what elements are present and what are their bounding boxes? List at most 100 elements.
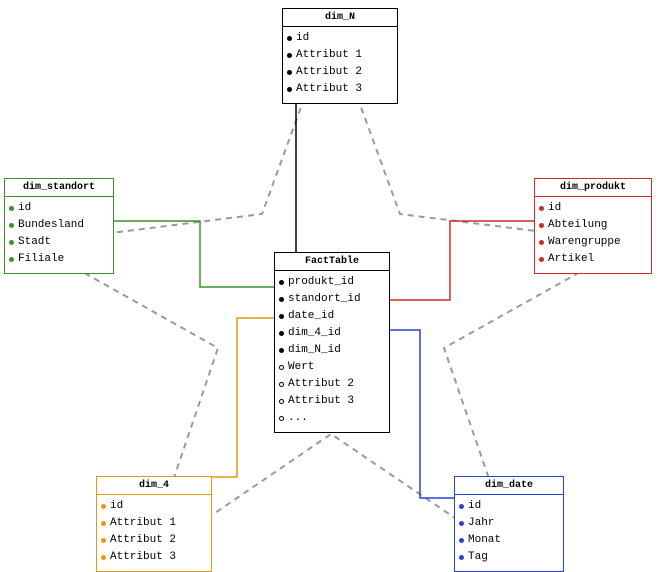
table-row: Tag <box>459 549 559 566</box>
attr-label: Attribut 3 <box>296 81 362 98</box>
attr-label: produkt_id <box>288 274 354 291</box>
bullet-icon <box>459 504 464 509</box>
table-row: Attribut 3 <box>287 81 393 98</box>
table-row: date_id <box>279 308 385 325</box>
table-row: id <box>287 30 393 47</box>
bullet-icon <box>101 504 106 509</box>
table-body: idAbteilungWarengruppeArtikel <box>535 197 651 273</box>
attr-label: ... <box>288 410 308 427</box>
bullet-icon <box>101 538 106 543</box>
bullet-icon <box>279 365 284 370</box>
table-row: Stadt <box>9 234 109 251</box>
bullet-icon <box>287 53 292 58</box>
attr-label: id <box>548 200 561 217</box>
table-row: Warengruppe <box>539 234 647 251</box>
attr-label: Bundesland <box>18 217 84 234</box>
bullet-icon <box>287 70 292 75</box>
attr-label: Artikel <box>548 251 594 268</box>
attr-label: dim_4_id <box>288 325 341 342</box>
table-row: Artikel <box>539 251 647 268</box>
table-dim_produkt: dim_produktidAbteilungWarengruppeArtikel <box>534 178 652 274</box>
table-row: id <box>9 200 109 217</box>
table-title: dim_N <box>283 9 397 27</box>
bullet-icon <box>539 257 544 262</box>
bullet-icon <box>9 240 14 245</box>
table-row: Wert <box>279 359 385 376</box>
table-body: idBundeslandStadtFiliale <box>5 197 113 273</box>
attr-label: Abteilung <box>548 217 607 234</box>
attr-label: id <box>296 30 309 47</box>
attr-label: id <box>468 498 481 515</box>
attr-label: Monat <box>468 532 501 549</box>
table-dim_N: dim_NidAttribut 1Attribut 2Attribut 3 <box>282 8 398 104</box>
table-row: dim_N_id <box>279 342 385 359</box>
table-FactTable: FactTableprodukt_idstandort_iddate_iddim… <box>274 252 390 433</box>
table-row: ... <box>279 410 385 427</box>
table-row: Attribut 2 <box>279 376 385 393</box>
table-title: dim_4 <box>97 477 211 495</box>
bullet-icon <box>287 87 292 92</box>
bullet-icon <box>279 314 284 319</box>
bullet-icon <box>279 297 284 302</box>
bullet-icon <box>279 416 284 421</box>
attr-label: dim_N_id <box>288 342 341 359</box>
table-dim_date: dim_dateidJahrMonatTag <box>454 476 564 572</box>
table-row: Attribut 3 <box>101 549 207 566</box>
table-body: idJahrMonatTag <box>455 495 563 571</box>
bullet-icon <box>539 240 544 245</box>
table-row: standort_id <box>279 291 385 308</box>
table-row: Attribut 3 <box>279 393 385 410</box>
bullet-icon <box>279 348 284 353</box>
bullet-icon <box>287 36 292 41</box>
table-row: id <box>539 200 647 217</box>
table-title: dim_standort <box>5 179 113 197</box>
table-title: dim_date <box>455 477 563 495</box>
bullet-icon <box>101 521 106 526</box>
attr-label: Attribut 2 <box>296 64 362 81</box>
table-title: dim_produkt <box>535 179 651 197</box>
table-row: Attribut 2 <box>287 64 393 81</box>
bullet-icon <box>459 521 464 526</box>
table-row: Monat <box>459 532 559 549</box>
table-row: Filiale <box>9 251 109 268</box>
table-body: produkt_idstandort_iddate_iddim_4_iddim_… <box>275 271 389 432</box>
attr-label: id <box>110 498 123 515</box>
table-dim_standort: dim_standortidBundeslandStadtFiliale <box>4 178 114 274</box>
attr-label: Attribut 2 <box>288 376 354 393</box>
attr-label: Attribut 1 <box>296 47 362 64</box>
diagram-root: dim_NidAttribut 1Attribut 2Attribut 3dim… <box>0 0 663 568</box>
table-row: Abteilung <box>539 217 647 234</box>
table-body: idAttribut 1Attribut 2Attribut 3 <box>283 27 397 103</box>
attr-label: id <box>18 200 31 217</box>
attr-label: Wert <box>288 359 314 376</box>
table-row: Attribut 2 <box>101 532 207 549</box>
attr-label: standort_id <box>288 291 361 308</box>
attr-label: Jahr <box>468 515 494 532</box>
attr-label: Warengruppe <box>548 234 621 251</box>
attr-label: Stadt <box>18 234 51 251</box>
table-row: id <box>459 498 559 515</box>
attr-label: Filiale <box>18 251 64 268</box>
attr-label: date_id <box>288 308 334 325</box>
table-row: id <box>101 498 207 515</box>
bullet-icon <box>279 399 284 404</box>
table-row: produkt_id <box>279 274 385 291</box>
table-row: Bundesland <box>9 217 109 234</box>
bullet-icon <box>9 206 14 211</box>
attr-label: Attribut 3 <box>110 549 176 566</box>
bullet-icon <box>279 280 284 285</box>
attr-label: Attribut 3 <box>288 393 354 410</box>
bullet-icon <box>9 257 14 262</box>
table-row: Attribut 1 <box>287 47 393 64</box>
bullet-icon <box>459 555 464 560</box>
table-row: Attribut 1 <box>101 515 207 532</box>
bullet-icon <box>539 223 544 228</box>
table-body: idAttribut 1Attribut 2Attribut 3 <box>97 495 211 571</box>
bullet-icon <box>539 206 544 211</box>
attr-label: Attribut 1 <box>110 515 176 532</box>
bullet-icon <box>279 382 284 387</box>
bullet-icon <box>101 555 106 560</box>
attr-label: Tag <box>468 549 488 566</box>
bullet-icon <box>9 223 14 228</box>
table-title: FactTable <box>275 253 389 271</box>
